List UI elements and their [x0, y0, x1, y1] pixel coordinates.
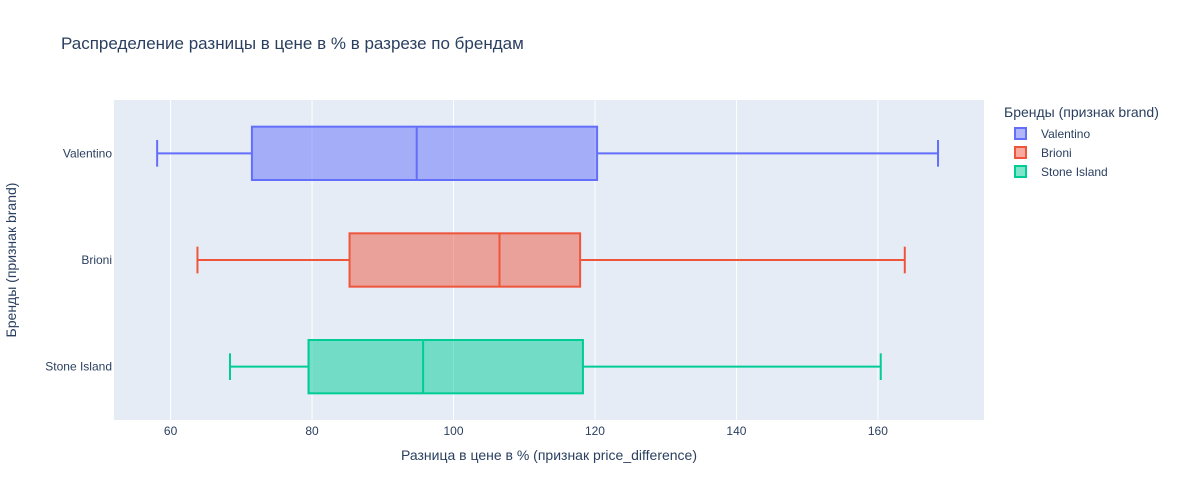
- legend-label-stone-island: Stone Island: [1041, 164, 1108, 179]
- legend-item-stone-island[interactable]: Stone Island: [1004, 162, 1159, 181]
- legend-item-brioni[interactable]: Brioni: [1004, 143, 1159, 162]
- y-axis-label: Бренды (признак brand): [3, 182, 19, 338]
- y-tick-label: Valentino: [63, 146, 112, 160]
- legend-label-valentino: Valentino: [1041, 126, 1091, 141]
- x-tick-label: 60: [164, 424, 178, 438]
- chart-title: Распределение разницы в цене в % в разре…: [61, 34, 524, 53]
- x-tick-label: 100: [443, 424, 463, 438]
- legend-title: Бренды (признак brand): [1004, 104, 1159, 120]
- x-axis-label: Разница в цене в % (признак price_differ…: [400, 447, 698, 463]
- legend: Бренды (признак brand) Valentino Brioni …: [1004, 104, 1159, 181]
- legend-swatch-valentino: [1014, 127, 1027, 140]
- y-tick-label: Brioni: [81, 253, 112, 267]
- x-tick-label: 140: [726, 424, 746, 438]
- legend-item-valentino[interactable]: Valentino: [1004, 124, 1159, 143]
- y-tick-label: Stone Island: [45, 360, 112, 374]
- box-valentino: [250, 125, 599, 181]
- x-tick-label: 160: [868, 424, 888, 438]
- x-tick-label: 120: [585, 424, 605, 438]
- box-stone-island: [307, 339, 584, 395]
- legend-label-brioni: Brioni: [1041, 145, 1072, 160]
- legend-swatch-brioni: [1014, 146, 1027, 159]
- x-tick-label: 80: [305, 424, 319, 438]
- box-brioni: [348, 232, 582, 288]
- legend-swatch-stone-island: [1014, 165, 1027, 178]
